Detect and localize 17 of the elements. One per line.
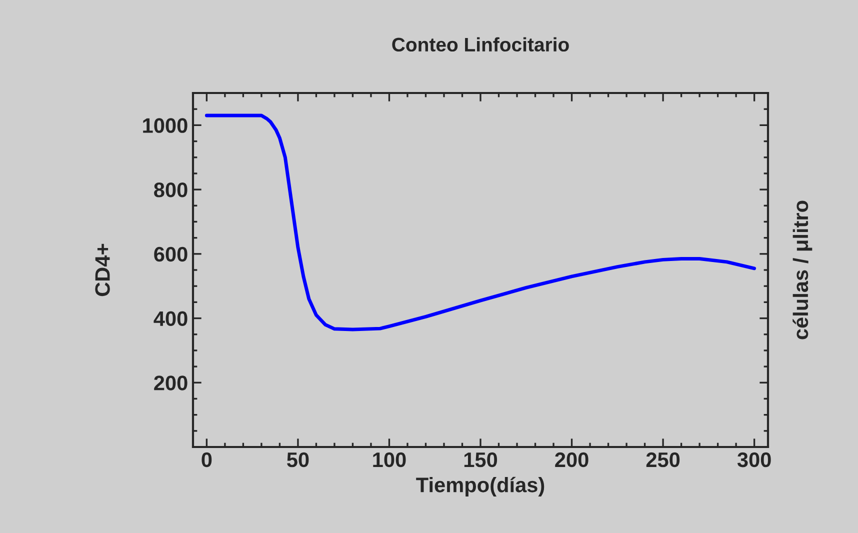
line-series <box>204 114 756 332</box>
chart-title: Conteo Linfocitario <box>392 37 569 52</box>
x-tick-label: 150 <box>464 452 498 468</box>
x-tick-label: 300 <box>737 452 771 468</box>
y-tick-label: 600 <box>154 246 188 262</box>
y-tick-label: 200 <box>154 376 188 390</box>
x-tick-label: 250 <box>646 452 680 468</box>
x-tick-label: 0 <box>202 452 212 468</box>
y-axis-title: CD4+ <box>95 244 110 296</box>
x-tick-label: 100 <box>373 452 406 468</box>
y-tick-label: 400 <box>154 311 188 326</box>
x-axis-title: Tiempo(días) <box>416 476 544 496</box>
y-tick-label: 800 <box>154 182 188 198</box>
y2-axis-title: células / μlitro <box>792 200 812 340</box>
x-tick-label: 50 <box>287 452 309 468</box>
x-tick-label: 200 <box>555 452 588 468</box>
y-tick-label: 1000 <box>143 118 188 133</box>
